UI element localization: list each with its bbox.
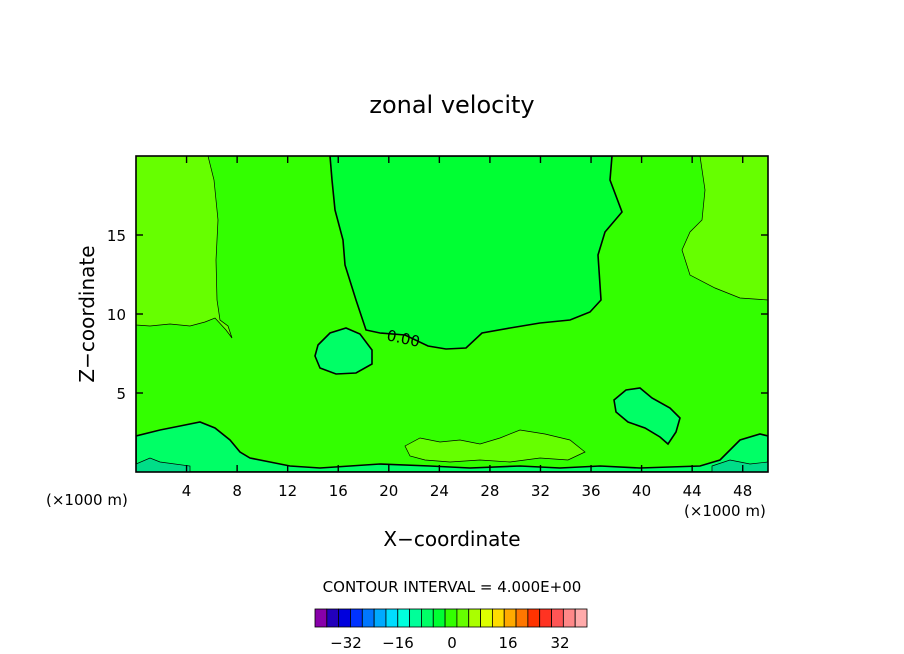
colorbar-swatch — [409, 608, 422, 628]
colorbar-swatch — [562, 608, 576, 628]
colorbar-swatch — [456, 608, 470, 628]
colorbar-swatch — [397, 608, 411, 628]
colorbar-swatch — [350, 608, 363, 628]
colorbar-swatch — [373, 608, 387, 628]
y-tick-label: 15 — [107, 227, 126, 245]
colorbar-swatch — [574, 608, 588, 628]
colorbar-tick-label: −32 — [330, 634, 362, 652]
colorbar — [314, 608, 588, 628]
colorbar-swatch — [468, 608, 481, 628]
colorbar-swatch — [421, 608, 434, 628]
colorbar-swatch — [314, 608, 328, 628]
colorbar-swatch — [515, 608, 529, 628]
colorbar-swatch — [491, 608, 505, 628]
region-surface-layer — [136, 457, 768, 472]
colorbar-swatch — [385, 608, 399, 628]
y-axis-label: Z−coordinate — [75, 245, 99, 382]
x-tick-label: 48 — [733, 482, 752, 500]
region-bottom-positive-patches — [404, 429, 586, 463]
y-tick-label: 10 — [107, 306, 126, 324]
colorbar-swatch — [527, 608, 541, 628]
x-tick-label: 36 — [581, 482, 600, 500]
x-tick-label: 4 — [182, 482, 192, 500]
x-tick-label: 8 — [232, 482, 242, 500]
chart-title: zonal velocity — [369, 91, 534, 119]
region-center-negative — [329, 156, 623, 350]
colorbar-swatch — [551, 608, 564, 628]
x-tick-label: 40 — [632, 482, 651, 500]
colorbar-swatch — [432, 608, 446, 628]
colorbar-swatch — [539, 608, 552, 628]
x-axis-ticks: 4 8 12 16 20 24 28 32 36 40 44 48 — [182, 156, 752, 500]
colorbar-swatch — [444, 608, 458, 628]
colorbar-swatch — [338, 608, 351, 628]
x-axis-label: X−coordinate — [383, 527, 520, 551]
x-tick-label: 44 — [683, 482, 702, 500]
region-left-positive — [136, 156, 233, 339]
colorbar-swatch — [503, 608, 517, 628]
region-right-positive — [681, 156, 768, 301]
colorbar-tick-label: 0 — [447, 634, 457, 652]
x-tick-label: 24 — [430, 482, 449, 500]
colorbar-swatch — [361, 608, 375, 628]
colorbar-tick-label: 16 — [498, 634, 517, 652]
region-bottom-negative — [136, 421, 768, 472]
x-axis-units-left: (×1000 m) — [46, 491, 128, 509]
x-axis-units-right: (×1000 m) — [684, 502, 766, 520]
x-tick-label: 16 — [329, 482, 348, 500]
y-axis-ticks: 5 10 15 — [107, 227, 768, 403]
x-tick-label: 32 — [531, 482, 550, 500]
x-tick-label: 20 — [379, 482, 398, 500]
x-tick-label: 12 — [278, 482, 297, 500]
colorbar-swatch — [326, 608, 340, 628]
colorbar-swatch — [480, 608, 493, 628]
contour-interval-text: CONTOUR INTERVAL = 4.000E+00 — [323, 578, 582, 596]
colorbar-labels: −32 −16 0 16 32 — [330, 634, 569, 652]
x-tick-label: 28 — [480, 482, 499, 500]
y-tick-label: 5 — [116, 385, 126, 403]
region-right-bubble-negative — [613, 387, 681, 446]
colorbar-tick-label: 32 — [550, 634, 569, 652]
colorbar-tick-label: −16 — [382, 634, 414, 652]
region-bubble-negative — [314, 327, 373, 375]
